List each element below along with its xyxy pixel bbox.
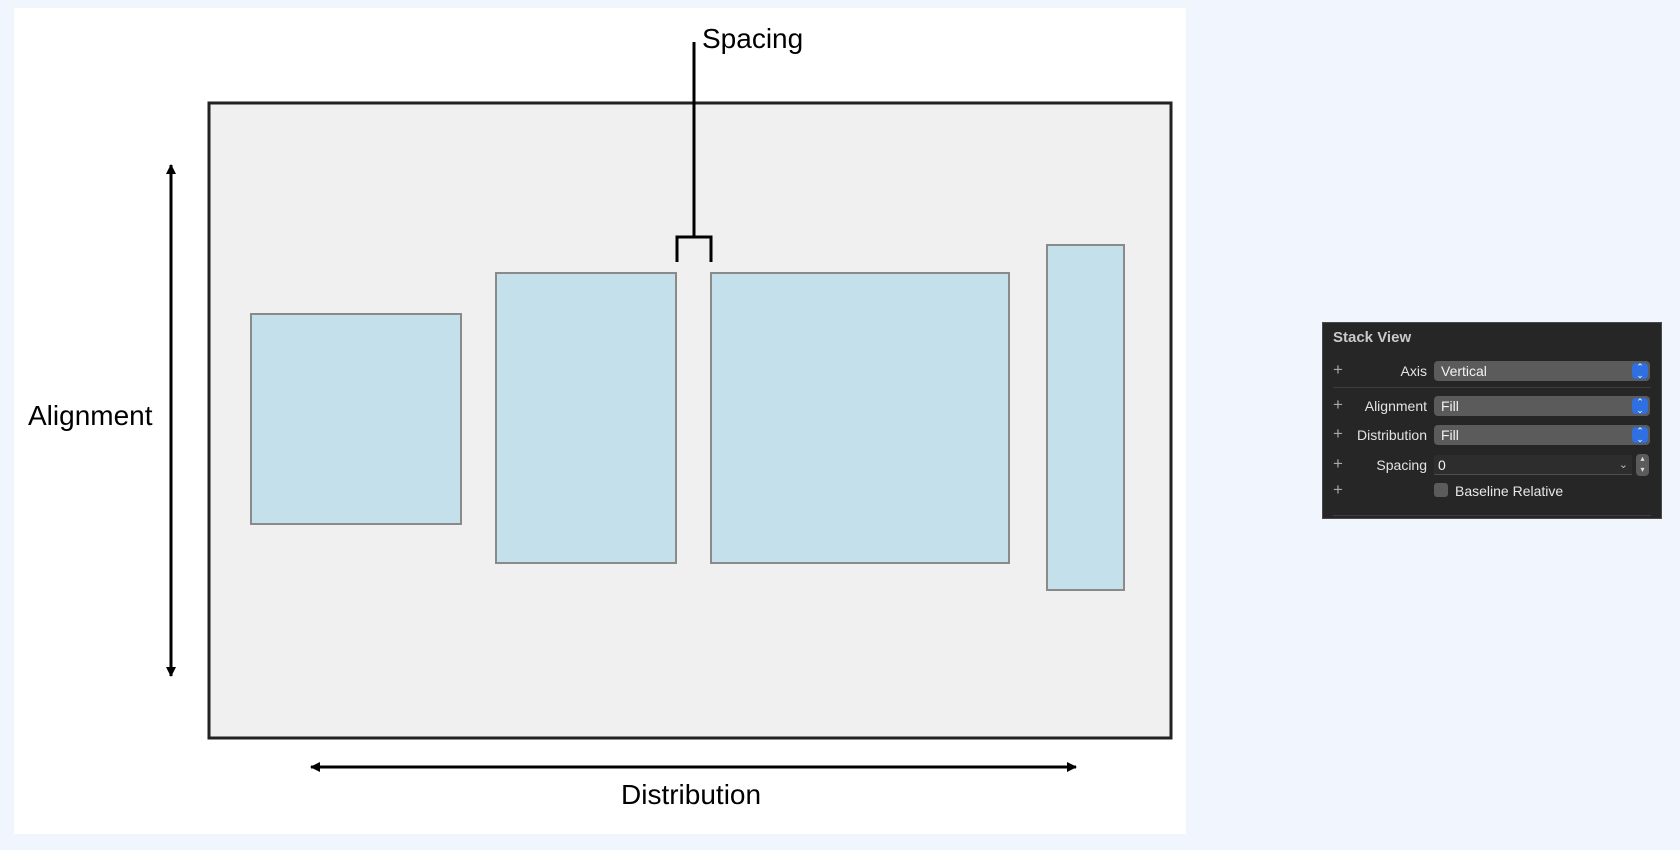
inspector-title: Stack View bbox=[1333, 329, 1412, 346]
axis-popup[interactable]: Vertical ⌃ ⌄ bbox=[1434, 361, 1650, 381]
bottom-divider bbox=[1333, 515, 1651, 516]
chevron-down-icon[interactable]: ⌄ bbox=[1618, 459, 1628, 471]
baseline-relative-label: Baseline Relative bbox=[1455, 483, 1564, 499]
baseline-add-variation-icon[interactable]: + bbox=[1333, 480, 1343, 499]
spacing-label: Spacing bbox=[1376, 457, 1427, 473]
distribution-label: Distribution bbox=[621, 779, 761, 810]
baseline-row: + Baseline Relative bbox=[1323, 480, 1661, 502]
alignment-label: Alignment bbox=[28, 400, 153, 431]
alignment-row: + Alignment Fill ⌃ ⌄ bbox=[1323, 395, 1661, 417]
arranged-view-4 bbox=[1046, 244, 1125, 591]
alignment-label: Alignment bbox=[1364, 398, 1427, 414]
spacing-label: Spacing bbox=[702, 23, 803, 54]
axis-value: Vertical bbox=[1441, 363, 1487, 379]
axis-add-variation-icon[interactable]: + bbox=[1333, 360, 1343, 379]
arranged-view-3 bbox=[710, 272, 1010, 564]
axis-row: + Axis Vertical ⌃ ⌄ bbox=[1323, 360, 1661, 382]
distribution-add-variation-icon[interactable]: + bbox=[1333, 424, 1343, 443]
spacing-row: + Spacing 0 ⌄ ▴ ▾ bbox=[1323, 454, 1661, 476]
spacing-stepper[interactable]: ▴ ▾ bbox=[1636, 454, 1649, 476]
arranged-view-2 bbox=[495, 272, 677, 564]
spacing-bracket bbox=[675, 42, 713, 262]
section-divider bbox=[1333, 387, 1651, 388]
distribution-popup[interactable]: Fill ⌃ ⌄ bbox=[1434, 425, 1650, 445]
spacing-add-variation-icon[interactable]: + bbox=[1333, 454, 1343, 473]
stack-view-inspector: Stack View + Axis Vertical ⌃ ⌄ + Alignmen… bbox=[1322, 322, 1662, 519]
alignment-popup[interactable]: Fill ⌃ ⌄ bbox=[1434, 396, 1650, 416]
alignment-value: Fill bbox=[1441, 398, 1459, 414]
diagram-canvas: Spacing Alignment Distribution bbox=[28, 23, 1173, 810]
up-down-chevron-icon: ⌃ ⌄ bbox=[1632, 427, 1648, 444]
spacing-combo-box[interactable]: 0 ⌄ bbox=[1434, 455, 1632, 475]
distribution-value: Fill bbox=[1441, 427, 1459, 443]
distribution-row: + Distribution Fill ⌃ ⌄ bbox=[1323, 424, 1661, 446]
up-down-chevron-icon: ⌃ ⌄ bbox=[1632, 363, 1648, 380]
axis-label: Axis bbox=[1400, 363, 1427, 379]
alignment-add-variation-icon[interactable]: + bbox=[1333, 395, 1343, 414]
baseline-relative-checkbox[interactable] bbox=[1434, 483, 1448, 497]
stack-view-diagram: Spacing Alignment Distribution bbox=[14, 8, 1186, 834]
spacing-value: 0 bbox=[1438, 457, 1446, 473]
up-down-chevron-icon: ⌃ ⌄ bbox=[1632, 398, 1648, 415]
arranged-view-1 bbox=[250, 313, 462, 525]
distribution-label: Distribution bbox=[1356, 427, 1427, 443]
